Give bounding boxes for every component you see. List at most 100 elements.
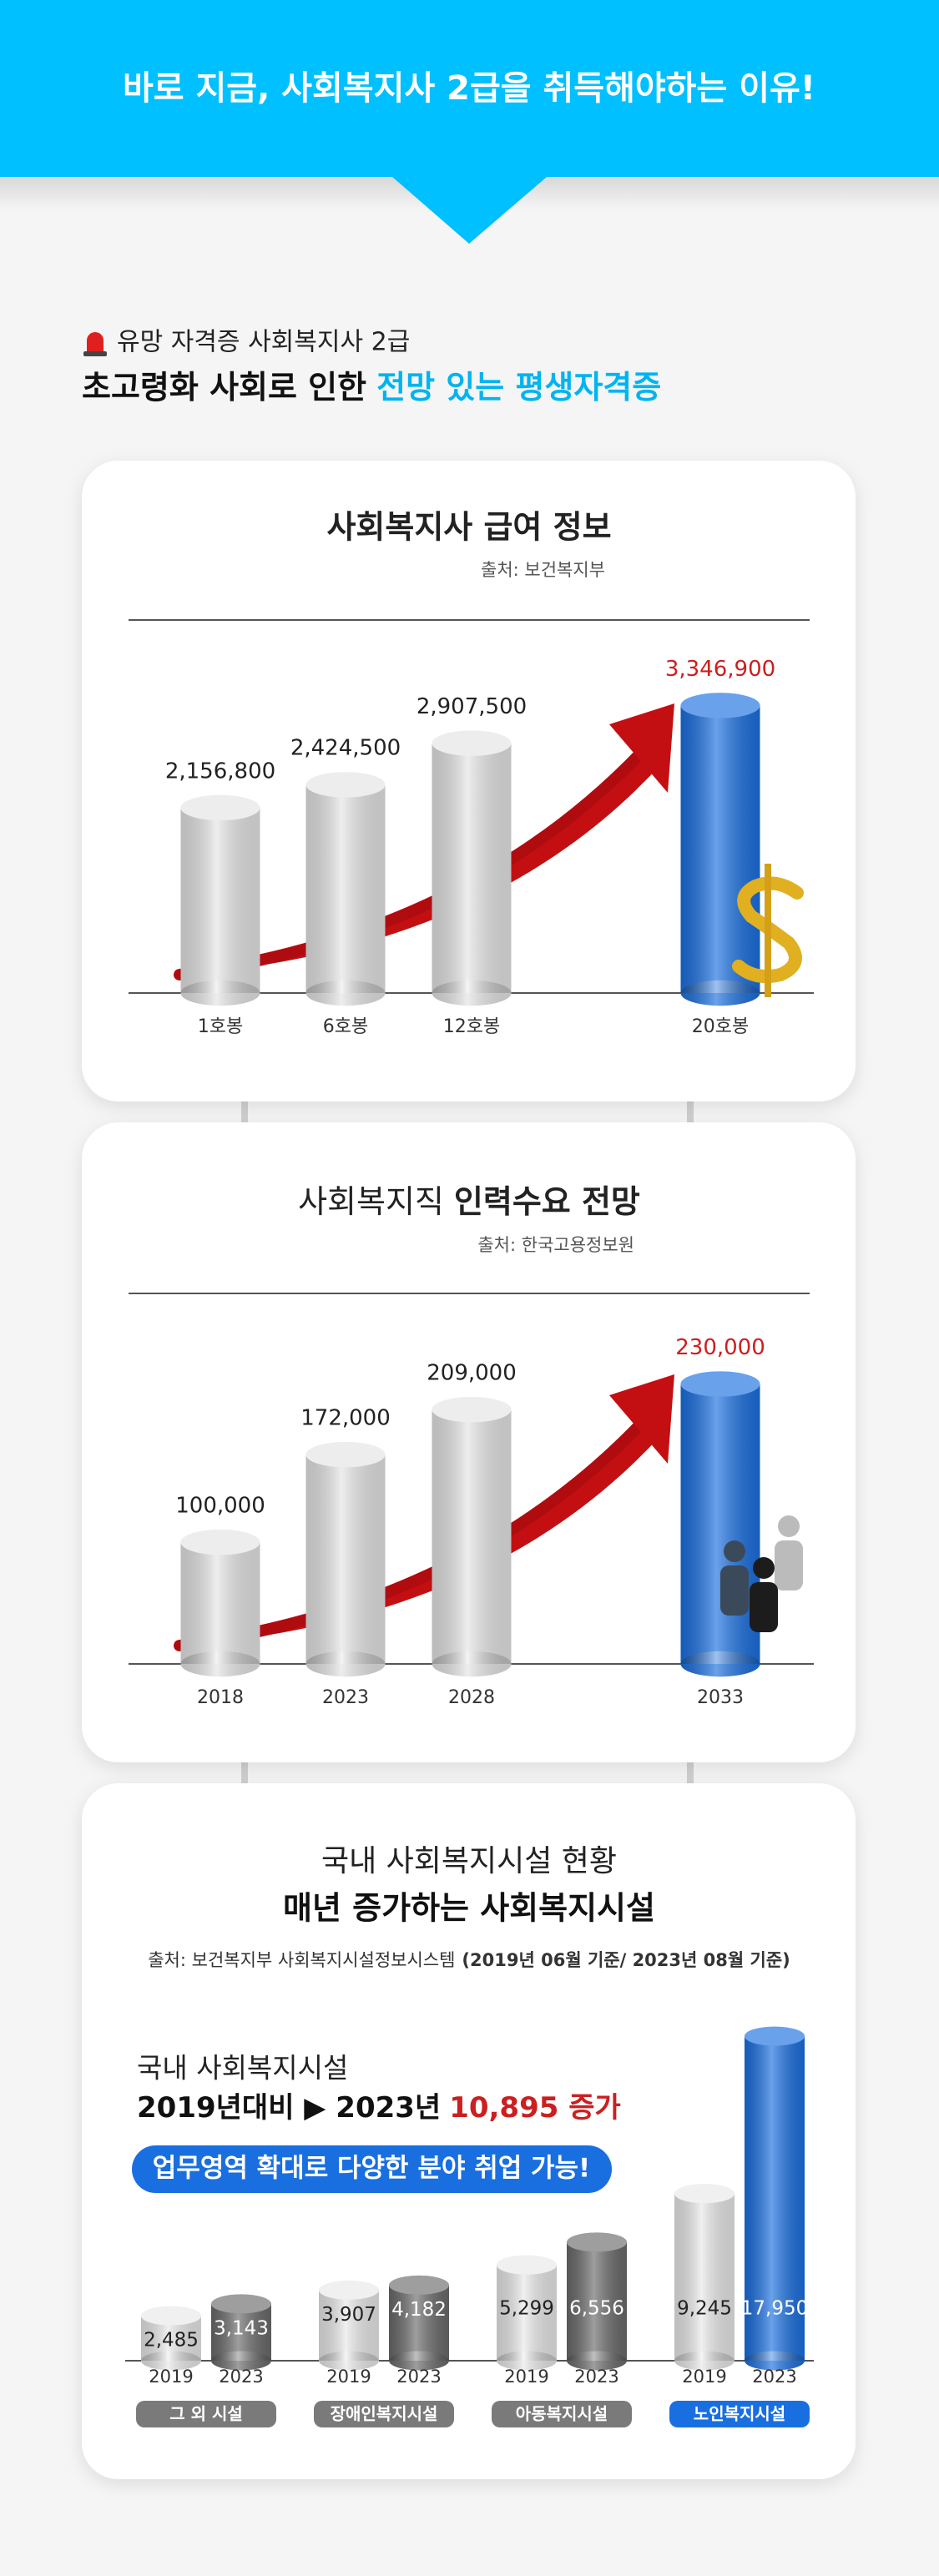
chart-source: 출처: 보건복지부 사회복지시설정보시스템 (2019년 06월 기준/ 2023…	[148, 1950, 790, 1970]
chart-title: 국내 사회복지시설 현황	[321, 1844, 617, 1878]
cylinder-top-shine	[497, 2255, 557, 2275]
x-tick-label: 장애인복지시설	[331, 2404, 438, 2424]
value-label: 4,182	[391, 2299, 447, 2321]
x-tick-label: 12호봉	[443, 1016, 500, 1037]
person-head	[778, 1515, 800, 1537]
value-label: 6,556	[569, 2298, 624, 2320]
bar-shade	[745, 2036, 805, 2361]
annotation-comparison: 2019년대비 ▶ 2023년 10,895 증가	[137, 2091, 621, 2125]
x-tick-label: 2028	[448, 1687, 495, 1708]
value-label: 3,346,900	[665, 657, 775, 682]
x-tick-label: 2018	[197, 1687, 244, 1708]
siren-icon	[83, 332, 107, 356]
bar-shade	[432, 980, 512, 1006]
year-label: 2023	[219, 2367, 263, 2387]
cylinder-top-shine	[180, 794, 260, 821]
chart-source: 출처: 보건복지부	[481, 560, 605, 580]
bar-shade	[389, 2351, 449, 2371]
banner-title: 바로 지금, 사회복지사 2급을 취득해야하는 이유!	[123, 69, 815, 108]
cylinder-top-shine	[389, 2275, 449, 2295]
person-body	[720, 1565, 749, 1616]
cylinder-top	[680, 1371, 760, 1397]
cylinder-top	[211, 2294, 271, 2314]
title: 사회복지직	[298, 1183, 444, 1220]
cylinder-top	[141, 2306, 201, 2326]
person-body	[750, 1582, 778, 1632]
badge	[132, 2145, 612, 2193]
cylinder-top	[389, 2275, 449, 2295]
intro-label: 유망 자격증 사회복지사 2급	[117, 328, 410, 357]
cylinder-top	[745, 2026, 805, 2046]
cylinder-top-shine	[745, 2026, 805, 2046]
chart-source: 출처: 한국고용정보원	[477, 1235, 634, 1255]
value-label: 209,000	[427, 1361, 517, 1386]
value-label: 172,000	[300, 1405, 391, 1430]
cylinder-top-shine	[567, 2232, 627, 2252]
bar-shade	[497, 2351, 557, 2371]
headline: 초고령화 사회로 인한	[82, 369, 366, 406]
bar-shade	[745, 2351, 805, 2371]
x-tick-label: 2023	[322, 1687, 369, 1708]
category-pill	[136, 2401, 276, 2427]
cylinder-top-shine	[432, 1397, 512, 1423]
year-label: 2019	[682, 2367, 726, 2387]
bar-shade	[180, 807, 260, 993]
category-pill	[492, 2401, 632, 2427]
bar-shade	[497, 2265, 557, 2361]
person-body	[775, 1540, 803, 1590]
cylinder-top-shine	[141, 2306, 201, 2326]
cylinder-top-shine	[211, 2294, 271, 2314]
cylinder-top	[319, 2280, 379, 2300]
connector	[241, 1089, 248, 1139]
bar-shade	[680, 705, 760, 993]
connector	[241, 1750, 248, 1800]
x-tick-label: 20호봉	[692, 1016, 749, 1037]
year-label: 2019	[326, 2367, 371, 2387]
x-tick-label: 노인복지시설	[694, 2404, 785, 2424]
banner	[0, 0, 939, 244]
dollar-icon	[732, 864, 804, 997]
source: 출처: 보건복지부 사회복지시설정보시스템	[148, 1950, 455, 1970]
bar-shade	[674, 2193, 735, 2361]
annotation-label: 국내 사회복지시설	[137, 2052, 348, 2084]
x-tick-label: 그 외 시설	[169, 2404, 243, 2424]
increase: 10,895 증가	[449, 2091, 621, 2125]
chart-title: 사회복지사 급여 정보	[326, 509, 611, 546]
cylinder-top	[497, 2255, 557, 2275]
comparison: 2019년대비 ▶ 2023년	[137, 2091, 441, 2125]
year-label: 2023	[396, 2367, 441, 2387]
category-pill	[314, 2401, 454, 2427]
bar-shade	[305, 1651, 386, 1677]
bar-shade	[141, 2351, 201, 2371]
bar-shade	[211, 2351, 271, 2371]
bar-shade	[319, 2351, 379, 2371]
bar-shade	[180, 980, 260, 1006]
value-label: 5,299	[499, 2298, 554, 2320]
x-tick-label: 1호봉	[198, 1016, 243, 1037]
cylinder-top	[567, 2232, 627, 2252]
connector	[687, 1089, 694, 1139]
source-emphasis: (2019년 06월 기준/ 2023년 08월 기준)	[462, 1950, 790, 1970]
bar-shade	[567, 2241, 627, 2361]
headline-emphasis: 전망 있는 평생자격증	[376, 369, 661, 406]
intro-headline: 초고령화 사회로 인한 전망 있는 평생자격증	[82, 369, 661, 406]
arrow-head	[609, 703, 674, 793]
bar-shade	[432, 743, 512, 993]
bar-shade	[305, 1454, 386, 1664]
cylinder-top-shine	[674, 2184, 735, 2204]
bar-shade	[389, 2285, 449, 2361]
bar-shade	[680, 1384, 760, 1664]
badge-text: 업무영역 확대로 다양한 분야 취업 가능!	[153, 2154, 590, 2184]
person-head	[753, 1557, 775, 1579]
cylinder-top	[674, 2184, 735, 2204]
chart-title: 사회복지직 인력수요 전망	[298, 1183, 640, 1220]
chart-subtitle: 매년 증가하는 사회복지시설	[283, 1890, 655, 1927]
cylinder-top-shine	[305, 772, 386, 798]
cylinder-top-shine	[680, 1371, 760, 1397]
value-label: 9,245	[677, 2298, 732, 2320]
bar-shade	[674, 2351, 735, 2371]
x-tick-label: 아동복지시설	[516, 2404, 608, 2424]
value-label: 2,907,500	[416, 694, 527, 719]
